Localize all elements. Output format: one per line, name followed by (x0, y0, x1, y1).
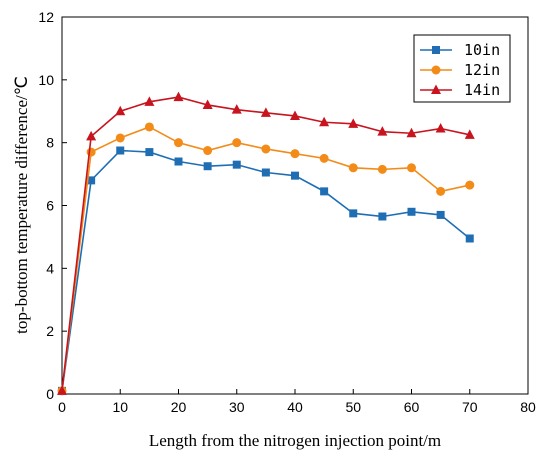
data-point (173, 91, 184, 102)
data-point (465, 180, 475, 190)
data-point (261, 144, 271, 154)
legend-marker (432, 46, 440, 54)
data-point (407, 207, 416, 216)
legend-item: 10in (420, 41, 500, 59)
x-axis-title: Length from the nitrogen injection point… (149, 431, 441, 450)
y-axis-title: top-bottom temperature difference/℃ (12, 76, 31, 334)
data-point (144, 96, 155, 106)
data-point (436, 186, 446, 196)
y-tick-label: 6 (46, 198, 54, 214)
data-point (290, 110, 300, 120)
data-point (436, 210, 445, 219)
data-point (144, 122, 154, 132)
data-point (291, 171, 299, 180)
data-point (231, 104, 242, 114)
x-tick-label: 10 (112, 399, 128, 415)
legend-item: 14in (420, 81, 500, 99)
data-point (174, 157, 183, 166)
data-point (290, 149, 300, 159)
legend-label: 12in (464, 61, 500, 79)
data-point (232, 160, 241, 169)
data-point (464, 129, 475, 139)
data-point (320, 187, 329, 196)
data-point (232, 138, 242, 148)
data-point (86, 147, 96, 157)
y-tick-label: 2 (46, 323, 54, 339)
data-point (261, 168, 270, 177)
data-point (145, 148, 154, 157)
series-10in (58, 146, 474, 395)
data-point (435, 123, 446, 133)
data-point (87, 176, 96, 185)
y-tick-label: 0 (46, 386, 54, 402)
legend-label: 14in (464, 81, 500, 99)
x-tick-label: 30 (229, 399, 245, 415)
x-tick-label: 80 (520, 399, 536, 415)
x-tick-label: 0 (58, 399, 66, 415)
data-point (260, 107, 271, 117)
data-point (203, 162, 212, 171)
legend-label: 10in (464, 41, 500, 59)
series-12in (57, 122, 475, 396)
x-tick-label: 20 (171, 399, 187, 415)
series-14in (57, 91, 475, 395)
y-tick-label: 4 (46, 260, 54, 276)
data-point (407, 163, 416, 173)
data-point (465, 234, 474, 243)
x-tick-label: 70 (462, 399, 478, 415)
legend-box (413, 34, 511, 103)
data-point (377, 164, 387, 174)
series-line (61, 149, 471, 391)
y-tick-label: 12 (38, 9, 54, 25)
data-point (86, 130, 97, 141)
x-tick-label: 40 (287, 399, 303, 415)
data-point (202, 99, 213, 109)
x-tick-label: 60 (404, 399, 420, 415)
series-layer (57, 91, 475, 396)
data-point (115, 105, 126, 116)
data-point (116, 146, 125, 155)
x-tick-label: 50 (345, 399, 361, 415)
data-point (319, 116, 330, 127)
data-point (348, 163, 358, 173)
data-point (377, 126, 388, 136)
data-point (115, 133, 125, 143)
legend-marker (431, 65, 441, 75)
data-point (349, 209, 358, 218)
y-tick-label: 8 (46, 135, 54, 151)
legend-marker (431, 84, 441, 94)
legend: 10in 12in 14in (413, 34, 511, 103)
legend-item: 12in (420, 61, 500, 79)
y-tick-label: 10 (38, 72, 54, 88)
axis-ticks: 0 10 20 30 40 50 60 70 80 0 2 4 6 8 10 12 (38, 9, 536, 415)
data-point (406, 127, 417, 138)
data-point (319, 153, 329, 163)
data-point (174, 138, 183, 148)
data-point (57, 385, 67, 395)
data-point (378, 212, 387, 221)
data-point (348, 118, 359, 128)
data-point (203, 146, 213, 156)
